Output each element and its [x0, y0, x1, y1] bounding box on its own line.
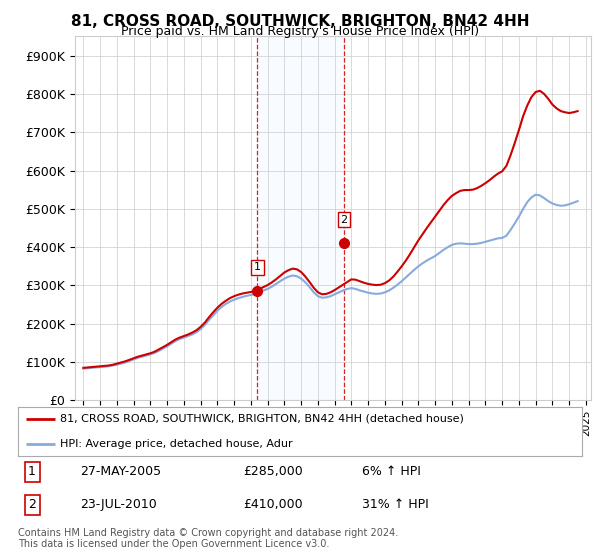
- Text: 23-JUL-2010: 23-JUL-2010: [80, 498, 157, 511]
- Text: 81, CROSS ROAD, SOUTHWICK, BRIGHTON, BN42 4HH: 81, CROSS ROAD, SOUTHWICK, BRIGHTON, BN4…: [71, 14, 529, 29]
- Text: 81, CROSS ROAD, SOUTHWICK, BRIGHTON, BN42 4HH (detached house): 81, CROSS ROAD, SOUTHWICK, BRIGHTON, BN4…: [60, 414, 464, 424]
- Text: £410,000: £410,000: [244, 498, 303, 511]
- Text: Price paid vs. HM Land Registry's House Price Index (HPI): Price paid vs. HM Land Registry's House …: [121, 25, 479, 38]
- Text: 6% ↑ HPI: 6% ↑ HPI: [362, 465, 421, 478]
- Text: 2: 2: [340, 214, 347, 225]
- Text: HPI: Average price, detached house, Adur: HPI: Average price, detached house, Adur: [60, 438, 293, 449]
- Text: Contains HM Land Registry data © Crown copyright and database right 2024.
This d: Contains HM Land Registry data © Crown c…: [18, 528, 398, 549]
- Text: 1: 1: [28, 465, 36, 478]
- Bar: [257, 36, 344, 400]
- Text: 2: 2: [28, 498, 36, 511]
- Text: £285,000: £285,000: [244, 465, 304, 478]
- Text: 1: 1: [254, 263, 261, 273]
- Text: 31% ↑ HPI: 31% ↑ HPI: [362, 498, 429, 511]
- Text: 27-MAY-2005: 27-MAY-2005: [80, 465, 161, 478]
